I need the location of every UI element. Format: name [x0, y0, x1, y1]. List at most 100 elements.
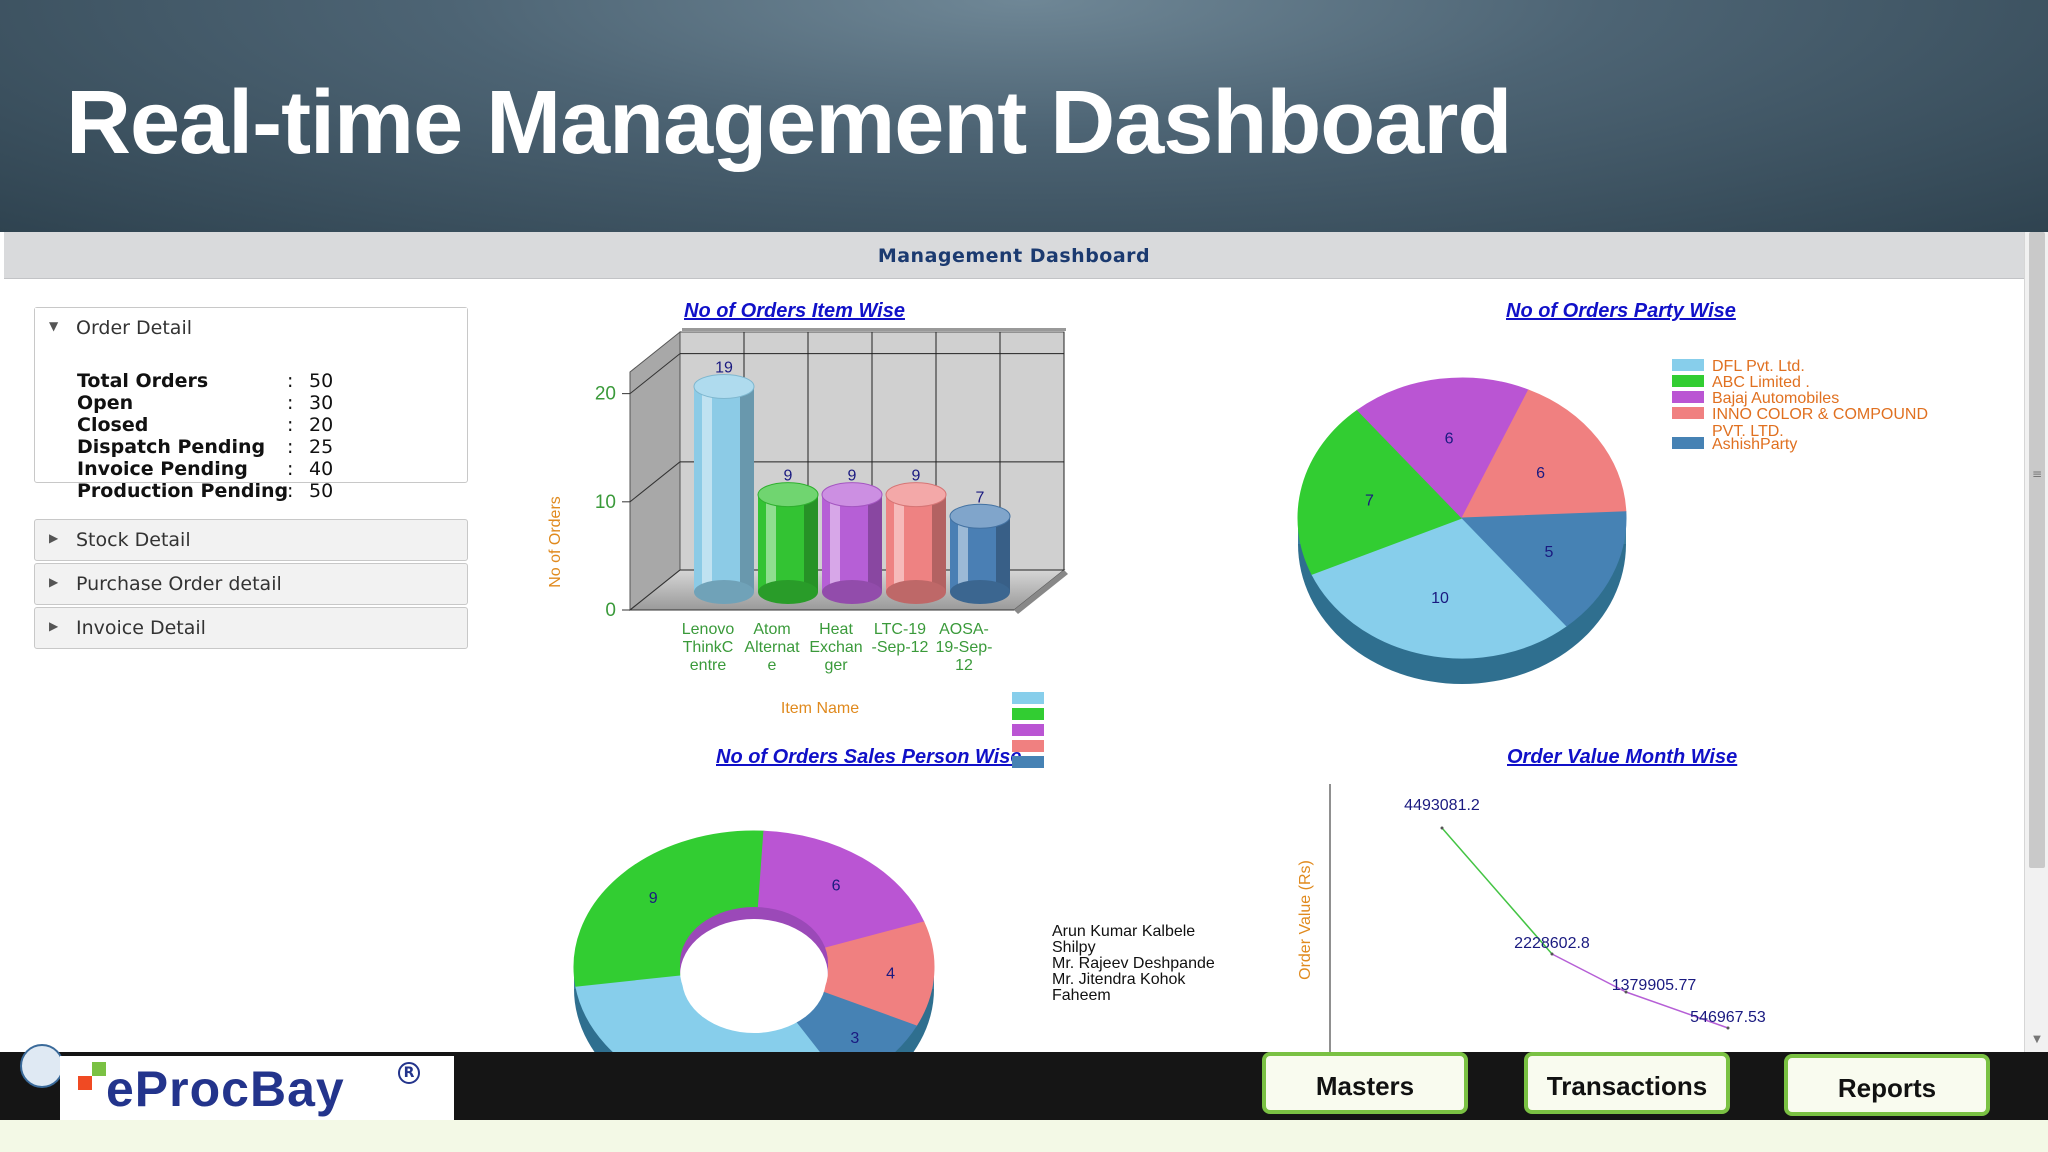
sales-donut-value-label: 9	[649, 890, 658, 907]
bar-category-label: Lenovo	[682, 621, 735, 638]
order-detail-header[interactable]: ▼ Order Detail	[35, 308, 467, 348]
sales-legend-label: Arun Kumar Kalbele	[1052, 923, 1195, 940]
order-detail-key: Total Orders	[77, 370, 209, 392]
order-detail-panel[interactable]: ▼ Order Detail Total Orders:50 Open:30 Clo…	[34, 307, 468, 502]
bar-category-label: 19-Sep-	[936, 639, 993, 656]
stock-detail-panel[interactable]: ▶ Stock Detail	[34, 519, 468, 561]
bar-cylinder-shade	[804, 494, 818, 592]
bar-category-label: 12	[955, 657, 973, 674]
bar-category-label: ThinkC	[683, 639, 734, 656]
order-detail-value: 40	[309, 458, 334, 480]
bar-category-label: Atom	[753, 621, 790, 638]
bar-category-label: LTC-19	[874, 621, 926, 638]
purchase-order-header[interactable]: ▶ Purchase Order detail	[35, 564, 467, 604]
sales-legend-label: Mr. Rajeev Deshpande	[1052, 955, 1215, 972]
order-detail-key: Production Pending	[77, 480, 289, 502]
bar-cylinder-top	[885, 482, 947, 508]
bar-cylinder-top	[693, 373, 755, 399]
party-pie-slice	[1461, 389, 1627, 519]
bar-chart-gridline-left	[629, 353, 681, 395]
party-pie-slice	[1356, 377, 1530, 519]
party-legend-swatch	[1672, 437, 1704, 449]
scrollbar-grip-icon: ≡	[2031, 467, 2043, 481]
order-detail-key: Closed	[77, 414, 149, 436]
reports-button[interactable]: Reports	[1784, 1054, 1990, 1116]
bar-chart-ytick-label: 10	[595, 492, 616, 513]
party-pie-value-label: 5	[1544, 544, 1553, 561]
line-segment	[1551, 953, 1627, 993]
bar-cylinder-bottom	[758, 580, 818, 604]
bar-category-label: Exchan	[809, 639, 862, 656]
sales-legend-swatch	[1012, 708, 1044, 720]
bar-value-label: 9	[912, 468, 921, 485]
line-point	[1624, 990, 1628, 994]
order-detail-label: Order Detail	[76, 317, 193, 339]
order-detail-value: 50	[309, 370, 334, 392]
bar-cylinder-highlight	[958, 516, 968, 592]
order-detail-separator: :	[287, 414, 294, 436]
bar-value-label: 9	[848, 468, 857, 485]
bar-cylinder-top	[757, 482, 819, 508]
invoice-detail-header[interactable]: ▶ Invoice Detail	[35, 608, 467, 648]
sales-legend-label: Mr. Jitendra Kohok	[1052, 971, 1186, 988]
line-point	[1440, 826, 1444, 830]
sales-legend-swatch	[1012, 740, 1044, 752]
sales-legend-swatch	[1012, 756, 1044, 768]
masters-button[interactable]: Masters	[1262, 1052, 1468, 1114]
invoice-detail-panel[interactable]: ▶ Invoice Detail	[34, 607, 468, 649]
party-pie-slice	[1297, 409, 1463, 575]
bar-category-label: AOSA-	[939, 621, 989, 638]
order-detail-key: Dispatch Pending	[77, 436, 266, 458]
bar-chart-ytick-label: 0	[605, 600, 616, 621]
transactions-button[interactable]: Transactions	[1524, 1052, 1730, 1114]
bar-cylinder-shade	[868, 494, 882, 592]
sales-legend-label: Shilpy	[1052, 939, 1096, 956]
bar-category-label: -Sep-12	[872, 639, 929, 656]
bar-cylinder-bottom	[694, 580, 754, 604]
party-pie-value-label: 6	[1445, 431, 1454, 448]
bar-value-label: 7	[976, 489, 985, 506]
bar-cylinder-bottom	[822, 580, 882, 604]
dashboard-window: Management Dashboard ▼ Order Detail Tota…	[4, 232, 2024, 1052]
caret-right-icon: ▶	[49, 619, 59, 633]
order-detail-separator: :	[287, 392, 294, 414]
party-pie-value-label: 10	[1431, 590, 1449, 607]
order-detail-separator: :	[287, 480, 294, 502]
party-legend-swatch	[1672, 407, 1704, 419]
line-point-label: 2228602.8	[1514, 935, 1590, 952]
stock-detail-header[interactable]: ▶ Stock Detail	[35, 520, 467, 560]
line-segment	[1625, 991, 1729, 1029]
bar-value-label: 19	[715, 359, 733, 376]
order-detail-value: 20	[309, 414, 334, 436]
party-legend-swatch	[1672, 359, 1704, 371]
scroll-down-arrow-icon[interactable]: ▼	[2033, 1034, 2041, 1045]
order-detail-separator: :	[287, 458, 294, 480]
bar-chart-edge	[1014, 570, 1068, 614]
logo-square-green	[92, 1062, 106, 1076]
logo-text: eProcBay	[106, 1061, 345, 1117]
vertical-scrollbar[interactable]: ≡ ▼	[2024, 232, 2048, 1052]
charts-canvas: 0 10 20 No of Orders Item Name 19 LenovoThinkC…	[547, 328, 1928, 1052]
bar-value-label: 9	[784, 468, 793, 485]
order-detail-separator: :	[287, 436, 294, 458]
bar-cylinder-highlight	[702, 386, 712, 592]
sales-donut-value-label: 6	[832, 877, 841, 894]
chart-title-month-wise[interactable]: Order Value Month Wise	[1507, 746, 1738, 768]
logo-square-orange	[78, 1076, 92, 1090]
sales-legend-label: Faheem	[1052, 987, 1111, 1004]
dashboard-header: Management Dashboard	[4, 232, 2024, 279]
bar-cylinder-highlight	[766, 494, 776, 592]
bar-chart-gridline-left	[629, 569, 681, 611]
bar-chart-xlabel: Item Name	[781, 700, 859, 717]
scrollbar-thumb[interactable]	[2029, 232, 2045, 868]
chart-title-sales-person[interactable]: No of Orders Sales Person Wise	[716, 746, 1022, 768]
bar-cylinder-highlight	[830, 494, 840, 592]
chart-title-party-wise[interactable]: No of Orders Party Wise	[1506, 300, 1736, 322]
bar-cylinder-shade	[932, 494, 946, 592]
line-point-label: 546967.53	[1690, 1009, 1766, 1026]
chart-title-item-wise[interactable]: No of Orders Item Wise	[684, 300, 905, 322]
purchase-order-panel[interactable]: ▶ Purchase Order detail	[34, 563, 468, 605]
registered-mark: R	[398, 1062, 420, 1084]
caret-right-icon: ▶	[49, 575, 59, 589]
order-detail-value: 25	[309, 436, 334, 458]
